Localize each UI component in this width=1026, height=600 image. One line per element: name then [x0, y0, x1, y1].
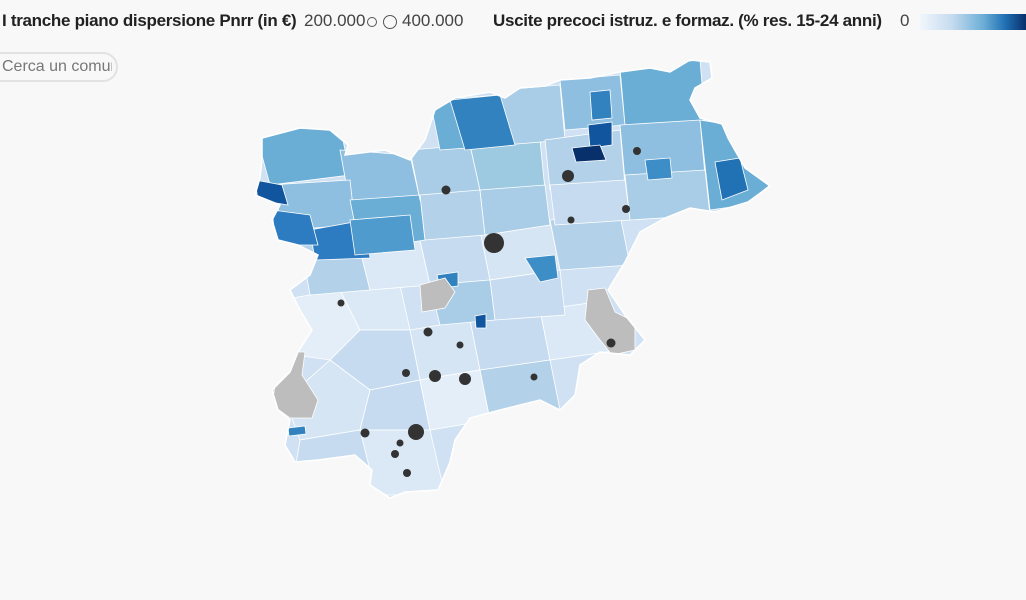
legend: I tranche piano dispersione Pnrr (in €) … — [0, 0, 1026, 44]
municipality[interactable] — [644, 157, 673, 181]
funding-marker[interactable] — [441, 185, 451, 195]
funding-marker[interactable] — [562, 170, 574, 182]
large-circle-icon — [383, 15, 397, 29]
funding-marker[interactable] — [391, 450, 399, 458]
municipality[interactable] — [479, 184, 551, 236]
rate-legend-title: Uscite precoci istruz. e formaz. (% res.… — [493, 11, 882, 30]
municipality[interactable] — [449, 94, 516, 151]
funding-legend-title: I tranche piano dispersione Pnrr (in €) — [2, 11, 297, 30]
funding-marker[interactable] — [606, 338, 616, 348]
funding-marker[interactable] — [622, 205, 630, 213]
color-scale — [920, 14, 1026, 30]
funding-marker[interactable] — [459, 373, 471, 385]
municipality[interactable] — [359, 429, 446, 496]
funding-marker[interactable] — [408, 424, 424, 440]
search-input[interactable] — [2, 58, 112, 76]
funding-marker[interactable] — [337, 299, 345, 307]
funding-marker[interactable] — [396, 439, 404, 447]
municipality[interactable] — [587, 121, 613, 149]
municipality[interactable] — [287, 425, 307, 437]
municipality[interactable] — [571, 144, 607, 163]
funding-marker[interactable] — [360, 428, 370, 438]
municipality[interactable] — [524, 254, 559, 283]
funding-marker[interactable] — [567, 216, 575, 224]
funding-marker[interactable] — [530, 373, 538, 381]
municipality[interactable] — [409, 319, 481, 381]
municipality[interactable] — [419, 189, 486, 241]
funding-min-label: 200.000 — [304, 11, 366, 30]
funding-marker[interactable] — [423, 327, 433, 337]
rate-min-label: 0 — [900, 11, 910, 30]
funding-marker[interactable] — [402, 369, 410, 377]
funding-marker[interactable] — [633, 147, 641, 155]
funding-marker[interactable] — [484, 233, 504, 253]
small-circle-icon — [367, 17, 377, 27]
search-box[interactable] — [0, 52, 118, 82]
municipality[interactable] — [349, 214, 416, 256]
municipality[interactable] — [474, 313, 487, 329]
municipality[interactable] — [714, 157, 749, 201]
funding-marker[interactable] — [403, 469, 411, 477]
municipality[interactable] — [549, 179, 631, 226]
municipality-no-data[interactable] — [419, 277, 456, 313]
municipality[interactable] — [479, 359, 561, 421]
funding-marker[interactable] — [429, 370, 441, 382]
funding-max-label: 400.000 — [402, 11, 464, 30]
municipality[interactable] — [589, 89, 613, 121]
funding-marker[interactable] — [456, 341, 464, 349]
